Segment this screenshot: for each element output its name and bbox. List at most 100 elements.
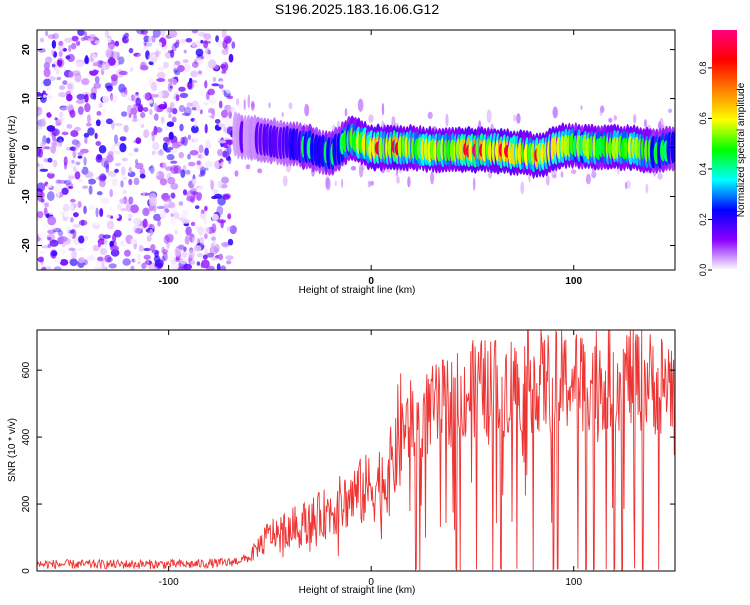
noise-blob (163, 197, 172, 203)
noise-blob (62, 47, 67, 52)
noise-blob (99, 248, 108, 255)
noise-blob (221, 48, 229, 56)
noise-blob (111, 144, 116, 153)
noise-blob (220, 173, 225, 179)
noise-blob (70, 217, 74, 223)
noise-blob (211, 257, 219, 261)
noise-blob (334, 180, 337, 187)
noise-blob (93, 82, 102, 89)
noise-blob (167, 186, 172, 197)
noise-blob (143, 35, 150, 43)
noise-blob (142, 207, 150, 217)
noise-blob (139, 64, 149, 71)
noise-blob (105, 118, 113, 125)
noise-blob (203, 33, 212, 40)
noise-blob (358, 163, 364, 178)
noise-blob (58, 236, 68, 243)
noise-blob (128, 196, 134, 205)
snr-x-tick-label: 100 (565, 577, 582, 588)
noise-blob (116, 30, 124, 39)
noise-blob (70, 42, 77, 50)
noise-blob (445, 113, 449, 127)
noise-blob (165, 201, 170, 206)
noise-blob (94, 132, 98, 139)
noise-blob (128, 47, 134, 54)
noise-blob (170, 216, 176, 224)
noise-blob (100, 197, 110, 204)
noise-blob (112, 95, 118, 103)
noise-blob (171, 207, 177, 213)
noise-blob (114, 122, 123, 127)
noise-blob (220, 161, 226, 167)
colorbar-label: Normalized spectral amplitude (736, 82, 747, 217)
noise-blob (69, 233, 73, 239)
noise-blob (58, 85, 66, 90)
noise-blob (160, 162, 167, 169)
noise-blob (108, 207, 113, 211)
noise-blob (67, 83, 73, 90)
noise-blob (63, 179, 72, 185)
noise-blob (585, 173, 591, 185)
noise-blob (77, 106, 84, 115)
noise-blob (154, 41, 163, 49)
noise-blob (201, 259, 210, 269)
noise-blob (200, 89, 205, 97)
noise-blob (179, 258, 187, 265)
noise-blob (77, 155, 83, 159)
noise-blob (77, 151, 84, 156)
noise-blob (201, 152, 205, 162)
noise-blob (153, 113, 159, 121)
noise-blob (156, 189, 163, 194)
noise-blob (178, 151, 184, 159)
noise-blob (65, 183, 74, 188)
noise-blob (167, 82, 173, 92)
noise-blob (194, 205, 200, 210)
noise-blob (154, 259, 164, 268)
noise-blob (91, 40, 95, 45)
noise-blob (137, 105, 144, 113)
noise-blob (212, 77, 217, 82)
noise-blob (58, 249, 67, 255)
noise-blob (430, 171, 435, 185)
noise-blob (181, 209, 189, 218)
noise-blob (107, 151, 114, 157)
noise-blob (659, 117, 664, 130)
noise-blob (560, 171, 564, 178)
noise-blob (198, 31, 206, 37)
noise-blob (103, 160, 110, 169)
noise-blob (111, 178, 118, 187)
noise-blob (204, 248, 208, 254)
noise-blob (591, 171, 597, 179)
noise-blob (66, 93, 73, 102)
noise-blob (119, 136, 127, 142)
noise-blob (247, 94, 251, 109)
noise-blob (67, 186, 74, 189)
colorbar (712, 30, 737, 270)
noise-blob (61, 131, 69, 136)
noise-blob (69, 258, 78, 267)
noise-blob (163, 234, 170, 244)
noise-blob (71, 159, 75, 164)
noise-blob (75, 161, 81, 166)
noise-blob (157, 220, 162, 227)
noise-blob (191, 107, 198, 111)
noise-blob (207, 88, 215, 96)
snr-y-tick-label: 0 (21, 568, 32, 574)
noise-blob (131, 118, 139, 123)
noise-blob (58, 64, 63, 75)
noise-blob (54, 138, 61, 143)
noise-blob (210, 242, 215, 250)
noise-blob (407, 176, 411, 188)
noise-blob (170, 254, 174, 261)
noise-blob (41, 245, 50, 249)
noise-blob (54, 117, 58, 121)
noise-blob (70, 130, 79, 137)
spectrogram-x-tick-label: 0 (368, 276, 374, 287)
noise-blob (57, 138, 63, 147)
noise-blob (147, 223, 153, 230)
noise-blob (202, 226, 210, 235)
noise-blob (45, 56, 52, 65)
noise-blob (187, 80, 193, 90)
noise-blob (86, 255, 96, 262)
